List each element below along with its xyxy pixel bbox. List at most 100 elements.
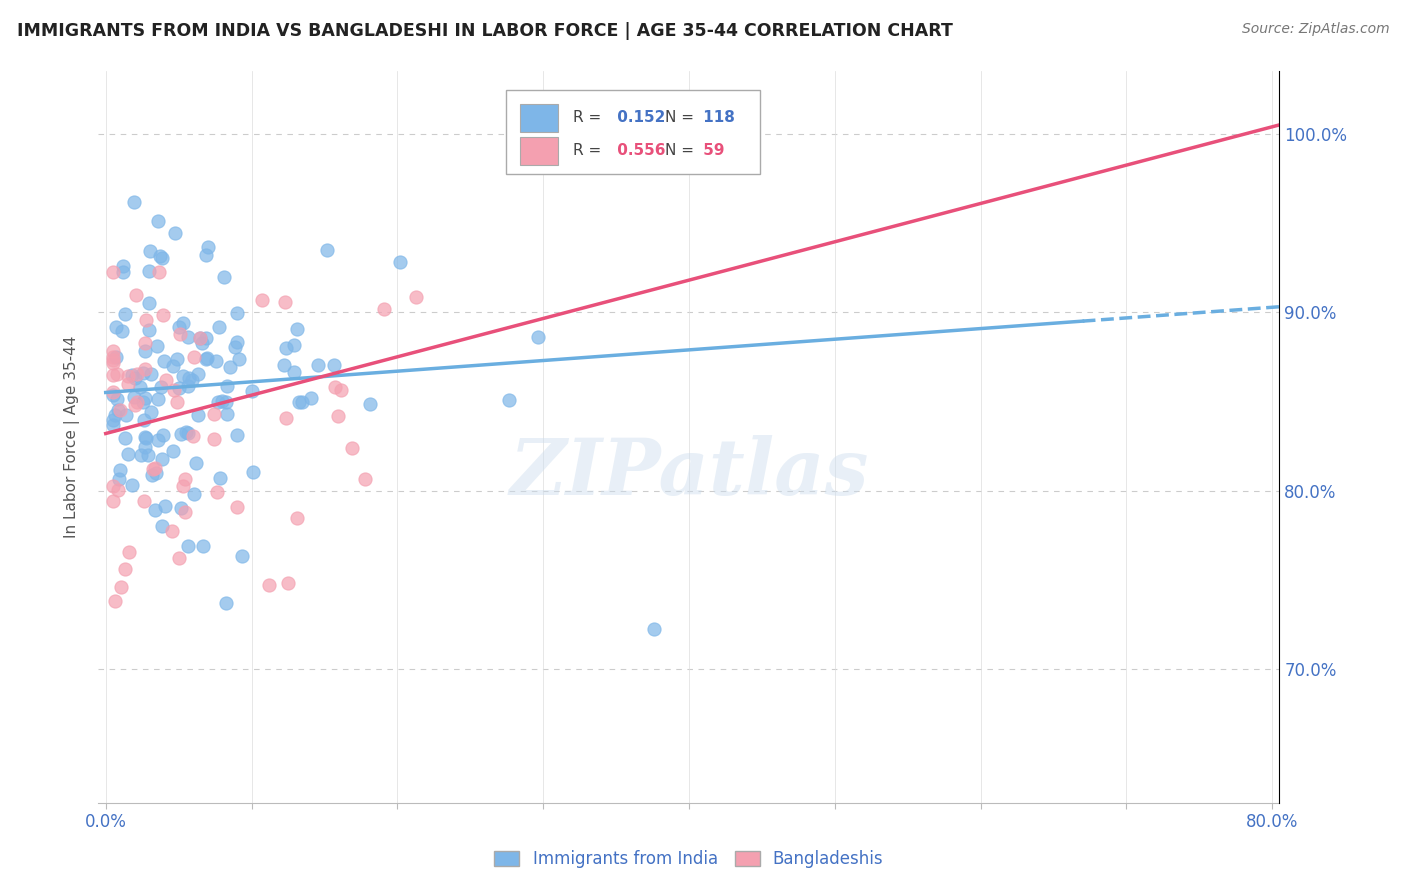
Point: [134, 391, 156, 405]
Point: [288, 394, 311, 409]
Point: [169, 500, 191, 515]
Point: [326, 409, 349, 423]
Point: [219, 359, 242, 374]
Point: [117, 447, 139, 461]
Point: [112, 259, 135, 273]
Text: N =: N =: [665, 143, 695, 158]
Point: [115, 408, 138, 422]
Point: [315, 244, 337, 258]
Point: [114, 562, 136, 576]
Point: [134, 494, 156, 508]
Point: [217, 378, 239, 392]
Point: [101, 385, 124, 400]
Point: [330, 383, 353, 397]
Point: [359, 396, 381, 410]
Text: 59: 59: [699, 143, 725, 158]
Point: [103, 265, 125, 279]
Point: [177, 371, 200, 385]
Point: [188, 330, 211, 344]
FancyBboxPatch shape: [506, 90, 759, 174]
Point: [138, 295, 160, 310]
Point: [169, 326, 191, 341]
Point: [177, 426, 200, 441]
Point: [101, 418, 124, 433]
Point: [134, 429, 156, 443]
Point: [217, 408, 239, 422]
Point: [162, 443, 184, 458]
Point: [225, 428, 247, 442]
Point: [242, 384, 264, 399]
Text: R =: R =: [574, 110, 602, 125]
Point: [166, 395, 188, 409]
Point: [276, 410, 298, 425]
Text: ZIPatlas: ZIPatlas: [509, 435, 869, 512]
Point: [121, 477, 143, 491]
Point: [274, 341, 297, 355]
Point: [202, 407, 225, 421]
Point: [129, 380, 152, 394]
Point: [226, 500, 249, 514]
Point: [225, 335, 247, 350]
Point: [174, 473, 197, 487]
Point: [167, 550, 190, 565]
Point: [228, 351, 250, 366]
Point: [166, 351, 188, 366]
Point: [183, 486, 205, 500]
Point: [208, 320, 231, 334]
Point: [124, 371, 146, 385]
Point: [186, 408, 208, 422]
Point: [197, 240, 219, 254]
Point: [307, 359, 329, 373]
Point: [188, 331, 211, 345]
Point: [150, 519, 173, 533]
Point: [143, 461, 166, 475]
Point: [134, 431, 156, 445]
Point: [183, 350, 205, 364]
Point: [132, 413, 155, 427]
Point: [207, 395, 229, 409]
Point: [184, 456, 207, 470]
Point: [143, 503, 166, 517]
Point: [122, 390, 145, 404]
Point: [259, 578, 281, 592]
Point: [114, 431, 136, 445]
Text: IMMIGRANTS FROM INDIA VS BANGLADESHI IN LABOR FORCE | AGE 35-44 CORRELATION CHAR: IMMIGRANTS FROM INDIA VS BANGLADESHI IN …: [17, 22, 953, 40]
Point: [134, 440, 156, 454]
Point: [215, 596, 238, 610]
Point: [139, 367, 162, 381]
Point: [177, 330, 200, 344]
Point: [191, 539, 214, 553]
Point: [132, 395, 155, 409]
Point: [273, 358, 295, 372]
Point: [125, 367, 148, 381]
Point: [107, 402, 129, 417]
Point: [108, 402, 131, 417]
Point: [135, 313, 157, 327]
Point: [145, 466, 167, 480]
Point: [242, 465, 264, 479]
Point: [274, 295, 297, 310]
Point: [181, 373, 204, 387]
Point: [527, 329, 550, 343]
Point: [152, 353, 174, 368]
Y-axis label: In Labor Force | Age 35-44: In Labor Force | Age 35-44: [63, 336, 80, 538]
Point: [170, 427, 193, 442]
Point: [134, 343, 156, 358]
Point: [373, 301, 395, 316]
Point: [209, 471, 232, 485]
Point: [138, 264, 160, 278]
Point: [191, 335, 214, 350]
Point: [285, 322, 308, 336]
Point: [118, 544, 141, 558]
Point: [134, 362, 156, 376]
Point: [141, 467, 163, 482]
Point: [125, 288, 148, 302]
Point: [152, 308, 174, 322]
Point: [162, 359, 184, 373]
Point: [202, 432, 225, 446]
Point: [176, 539, 198, 553]
Point: [101, 387, 124, 401]
Point: [103, 409, 125, 423]
Point: [162, 524, 184, 538]
Point: [167, 319, 190, 334]
